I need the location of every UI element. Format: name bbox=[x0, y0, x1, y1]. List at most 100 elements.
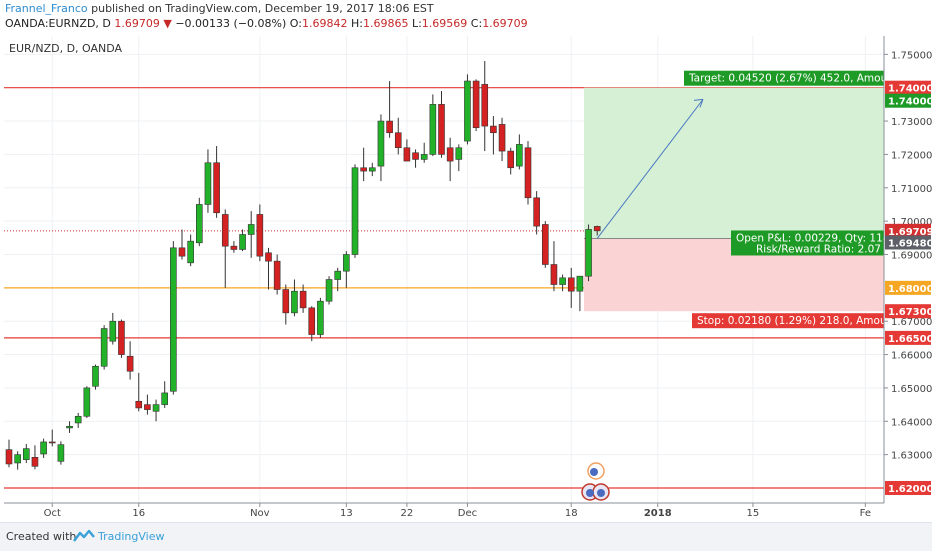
candle-body bbox=[161, 392, 168, 405]
symbol: OANDA:EURNZD, D bbox=[5, 17, 111, 30]
stop-label-text: Stop: 0.02180 (1.29%) 218.0, Amou bbox=[697, 315, 887, 327]
y-tick-label: 1.73000 bbox=[891, 117, 932, 128]
candle-body bbox=[446, 147, 454, 162]
entry-price-tag-text: 1.69480 bbox=[888, 238, 932, 249]
candle-body bbox=[109, 320, 117, 342]
projection-arrow bbox=[596, 99, 704, 239]
x-tick-label: 22 bbox=[401, 508, 414, 519]
x-tick-label: Nov bbox=[250, 508, 270, 519]
tradingview-link[interactable]: TradingView bbox=[98, 530, 165, 543]
candle-body bbox=[247, 224, 255, 235]
x-tick-label: Oct bbox=[44, 508, 61, 519]
position-tool[interactable]: Target: 0.04520 (2.67%) 452.0, Amou Stop:… bbox=[584, 70, 890, 329]
y-tick-label: 1.63000 bbox=[891, 451, 932, 462]
author-link[interactable]: Frannel_Franco bbox=[5, 2, 88, 15]
candle-body bbox=[221, 214, 229, 247]
y-tick-label: 1.70000 bbox=[891, 217, 932, 228]
candle-body bbox=[377, 120, 385, 167]
candle-body bbox=[126, 355, 134, 372]
ohlc-open-label: O: bbox=[289, 17, 302, 30]
level-0-tag-text: 1.74000 bbox=[888, 84, 932, 95]
candle-body bbox=[196, 204, 203, 244]
candle-body bbox=[593, 226, 601, 232]
candle-body bbox=[420, 154, 428, 160]
candle-body bbox=[351, 167, 359, 255]
pnl-text: Open P&L: 0.00229, Qty: 114 bbox=[736, 232, 890, 244]
candle-body bbox=[533, 197, 540, 227]
last-price: 1.69709 bbox=[114, 17, 160, 30]
target-label-text: Target: 0.04520 (2.67%) 452.0, Amou bbox=[688, 73, 887, 85]
time-axis-bg bbox=[0, 503, 884, 522]
level-3-tag-text: 1.62000 bbox=[888, 484, 932, 495]
candle-body bbox=[464, 80, 471, 142]
level-1-tag bbox=[885, 280, 931, 295]
y-tick-label: 1.69000 bbox=[891, 250, 932, 261]
candle-body bbox=[567, 277, 575, 292]
created-with-text: Created with bbox=[6, 530, 77, 543]
candle-body bbox=[57, 444, 65, 462]
candle-body bbox=[343, 254, 350, 272]
candle-body bbox=[14, 454, 21, 464]
candle-body bbox=[40, 441, 47, 455]
tradingview-logo-icon[interactable] bbox=[73, 529, 95, 543]
price-chart[interactable]: Target: 0.04520 (2.67%) 452.0, Amou Stop:… bbox=[0, 0, 932, 522]
candle-body bbox=[74, 415, 82, 424]
candle-body bbox=[100, 328, 108, 367]
x-tick-label: Fe bbox=[860, 508, 871, 519]
current-price-tag bbox=[885, 223, 931, 238]
candle-body bbox=[507, 150, 515, 169]
candle-body bbox=[256, 214, 264, 257]
candle-body bbox=[334, 270, 342, 280]
candle-body bbox=[559, 277, 566, 285]
footer-bar: Created with TradingView bbox=[0, 522, 932, 551]
candle-body bbox=[66, 425, 73, 429]
price-change: −0.00133 (−0.08%) bbox=[175, 17, 287, 30]
flag-icon bbox=[586, 489, 594, 497]
candles bbox=[5, 61, 601, 470]
flag-icon bbox=[597, 489, 605, 497]
chart-title: EUR/NZD, D, OANDA bbox=[9, 42, 123, 55]
current-price-tag-text: 1.69709 bbox=[888, 227, 932, 238]
entry-price-tag bbox=[885, 235, 931, 250]
candle-body bbox=[308, 307, 316, 335]
ohlc-low-label: L: bbox=[411, 17, 422, 30]
y-tick-label: 1.66000 bbox=[891, 351, 932, 362]
candle-body bbox=[230, 245, 238, 250]
candle-body bbox=[317, 300, 324, 335]
candle-body bbox=[360, 167, 367, 172]
candle-body bbox=[394, 132, 402, 149]
ohlc-close-label: C: bbox=[470, 17, 483, 30]
ohlc-high-label: H: bbox=[350, 17, 363, 30]
arrow-head-icon bbox=[693, 98, 704, 108]
candle-body bbox=[472, 80, 480, 129]
level-3-tag bbox=[885, 480, 931, 495]
candle-body bbox=[48, 441, 56, 444]
target-price-tag bbox=[885, 93, 931, 108]
candle-body bbox=[22, 448, 30, 460]
target-price-tag-text: 1.74000 bbox=[888, 97, 932, 108]
candle-body bbox=[282, 289, 290, 314]
y-tick-label: 1.71000 bbox=[891, 184, 932, 195]
y-tick-label: 1.72000 bbox=[891, 150, 932, 161]
candle-body bbox=[498, 124, 506, 152]
stop-label-box bbox=[692, 313, 884, 329]
candle-body bbox=[429, 104, 437, 155]
candle-body bbox=[291, 290, 298, 314]
candle-body bbox=[524, 147, 532, 199]
down-arrow-icon: ▼ bbox=[163, 17, 172, 30]
candle-body bbox=[273, 260, 281, 290]
candle-body bbox=[368, 167, 376, 172]
y-tick-label: 1.64000 bbox=[891, 417, 932, 428]
level-2-tag bbox=[885, 330, 931, 345]
candle-body bbox=[299, 290, 307, 309]
candle-body bbox=[118, 320, 125, 355]
x-tick-label: Dec bbox=[458, 508, 477, 519]
pnl-box bbox=[731, 230, 884, 256]
candle-body bbox=[576, 275, 584, 292]
candle-body bbox=[92, 365, 99, 387]
candle-body bbox=[490, 125, 497, 134]
event-markers[interactable] bbox=[581, 462, 610, 501]
candle-body bbox=[516, 144, 523, 167]
x-tick-label: 16 bbox=[132, 508, 145, 519]
candle-body bbox=[239, 234, 246, 250]
